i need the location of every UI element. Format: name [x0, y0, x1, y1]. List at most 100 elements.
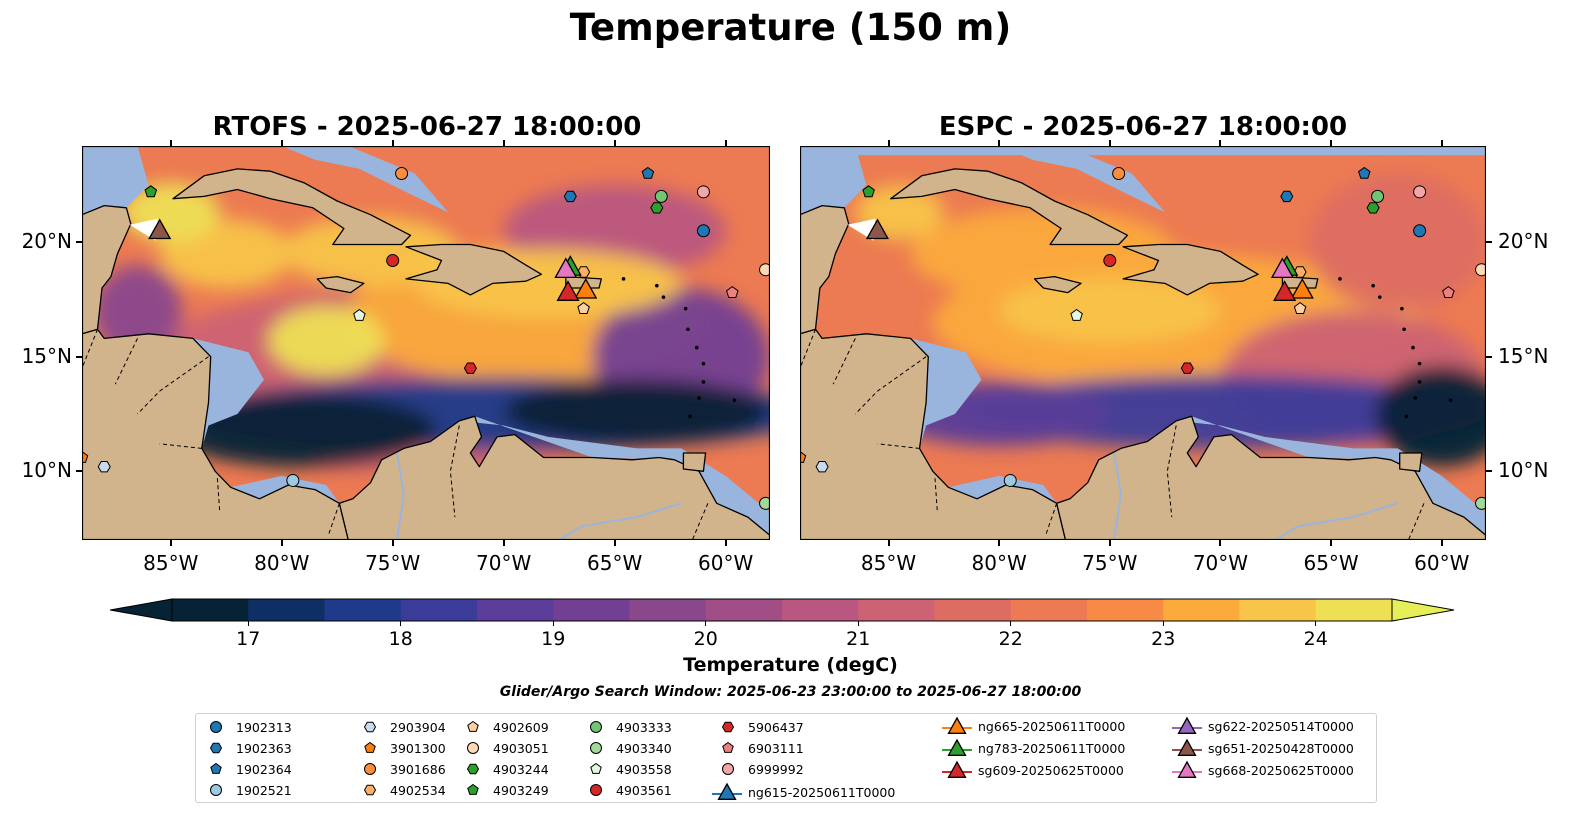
glider-sg668-20250625T0000 [1270, 257, 1295, 279]
figure-title: Temperature (150 m) [569, 6, 1012, 49]
tick-mark [169, 540, 172, 546]
legend-triangle [717, 782, 737, 800]
colorbar-segment [1087, 599, 1164, 621]
x-tick-label: 65°W [1303, 551, 1359, 575]
legend-item-glider: sg622-20250514T0000 [1170, 715, 1354, 737]
legend-label: ng615-20250611T0000 [748, 784, 896, 800]
country-border [1045, 503, 1058, 536]
legend-triangle [1177, 760, 1197, 778]
legend-label: 4902534 [390, 782, 446, 798]
antilles-island [661, 295, 666, 299]
legend-marker [210, 784, 222, 796]
legend-item-float: 2903904 [358, 718, 446, 736]
tick-mark [1440, 540, 1443, 546]
legend-marker-pentagon-icon [722, 741, 734, 753]
hispaniola-land [405, 243, 543, 296]
colorbar-segment [553, 599, 630, 621]
glider-sg651-20250428T0000 [865, 218, 890, 240]
legend-marker-pentagon-icon [364, 741, 376, 753]
country-border [877, 443, 920, 449]
legend-label: 4903249 [493, 782, 549, 798]
legend-item-float: 4903051 [461, 739, 549, 757]
antilles-island [1338, 277, 1342, 281]
legend-marker-hexagon-icon [363, 784, 377, 796]
argo-float-4903558 [353, 308, 366, 321]
colorbar-tick-mark [552, 621, 554, 626]
x-tick-label: 70°W [1192, 551, 1249, 575]
shelf-panama [230, 475, 340, 504]
legend-item-glider: ng783-20250611T0000 [940, 737, 1125, 759]
tick-mark [76, 355, 82, 358]
argo-float-4903333 [1371, 189, 1385, 203]
tick-mark [1108, 140, 1111, 146]
legend-label: 4903558 [616, 761, 672, 777]
legend-marker [590, 721, 602, 733]
x-tick-label: 65°W [587, 551, 643, 575]
hispaniola-land [1122, 243, 1259, 296]
y-tick-label-right: 15°N [1498, 343, 1549, 368]
argo-float-4903561 [386, 254, 400, 268]
x-tick-label: 80°W [971, 551, 1027, 575]
y-tick-label-left: 20°N [21, 229, 72, 254]
tick-mark [1330, 140, 1333, 146]
country-border [854, 356, 927, 415]
tick-mark [1440, 140, 1443, 146]
legend-marker [722, 763, 734, 775]
colorbar-segment [248, 599, 325, 621]
x-tick-label: 60°W [1414, 551, 1470, 575]
colorbar-tick-mark [400, 621, 402, 626]
legend-triangle-icon [1172, 716, 1202, 734]
map-panel-rtofs [82, 146, 770, 540]
colorbar-frame [171, 598, 1393, 622]
antilles-island [1404, 414, 1409, 419]
y-tick-label-right: 10°N [1498, 458, 1549, 483]
colorbar-tick-label: 21 [846, 628, 871, 650]
tick-mark [1330, 540, 1333, 546]
legend-marker [590, 742, 602, 754]
river [396, 452, 405, 540]
argo-float-1902313 [696, 224, 710, 238]
country-border [934, 478, 938, 511]
legend-label: 4903333 [616, 719, 672, 735]
antilles-island [1411, 345, 1415, 350]
map-frame [82, 146, 770, 540]
legend-marker-pentagon-icon [467, 720, 479, 732]
legend-label: sg651-20250428T0000 [1208, 740, 1354, 756]
colorbar-segment [477, 599, 554, 621]
legend-item-float: 5906437 [716, 718, 804, 736]
argo-float-1902364 [641, 166, 655, 179]
legend-item-float: 3901300 [358, 739, 446, 757]
legend-label: 4903561 [616, 782, 672, 798]
legend-item-float: 4903561 [584, 781, 672, 799]
river [1275, 502, 1398, 540]
legend: 1902313 1902363 1902364 1902521 2903904 39013… [195, 713, 1377, 803]
antilles-island [683, 306, 688, 311]
glider-sg668-20250625T0000 [554, 257, 578, 279]
argo-float-2903904 [815, 461, 829, 473]
argo-float-3901686 [395, 166, 409, 180]
colorbar-segment [400, 599, 478, 621]
tick-mark [1108, 540, 1111, 546]
argo-float-4903561 [1103, 254, 1117, 268]
y-tick-label-left: 15°N [21, 343, 72, 368]
colorbar-segment [705, 599, 783, 621]
legend-item-float: 3901686 [358, 760, 446, 778]
argo-float-4902609 [1293, 301, 1307, 314]
tick-mark [724, 140, 727, 146]
tick-mark [76, 470, 82, 473]
tick-mark [724, 540, 727, 546]
colorbar-tick-mark [1010, 621, 1012, 626]
legend-marker-hexagon-icon [466, 763, 480, 775]
legend-label: sg622-20250514T0000 [1208, 718, 1354, 734]
x-tick-label: 80°W [254, 551, 310, 575]
yucatan-land [82, 204, 132, 335]
legend-marker [364, 741, 376, 753]
legend-marker [467, 720, 479, 732]
x-tick-label: 70°W [476, 551, 532, 575]
colorbar-tick-mark [247, 621, 249, 626]
tick-mark [887, 540, 890, 546]
colorbar-segment [782, 599, 859, 621]
argo-float-4903340 [759, 496, 770, 510]
glider-sg651-20250428T0000 [148, 218, 172, 240]
legend-marker [721, 721, 735, 733]
